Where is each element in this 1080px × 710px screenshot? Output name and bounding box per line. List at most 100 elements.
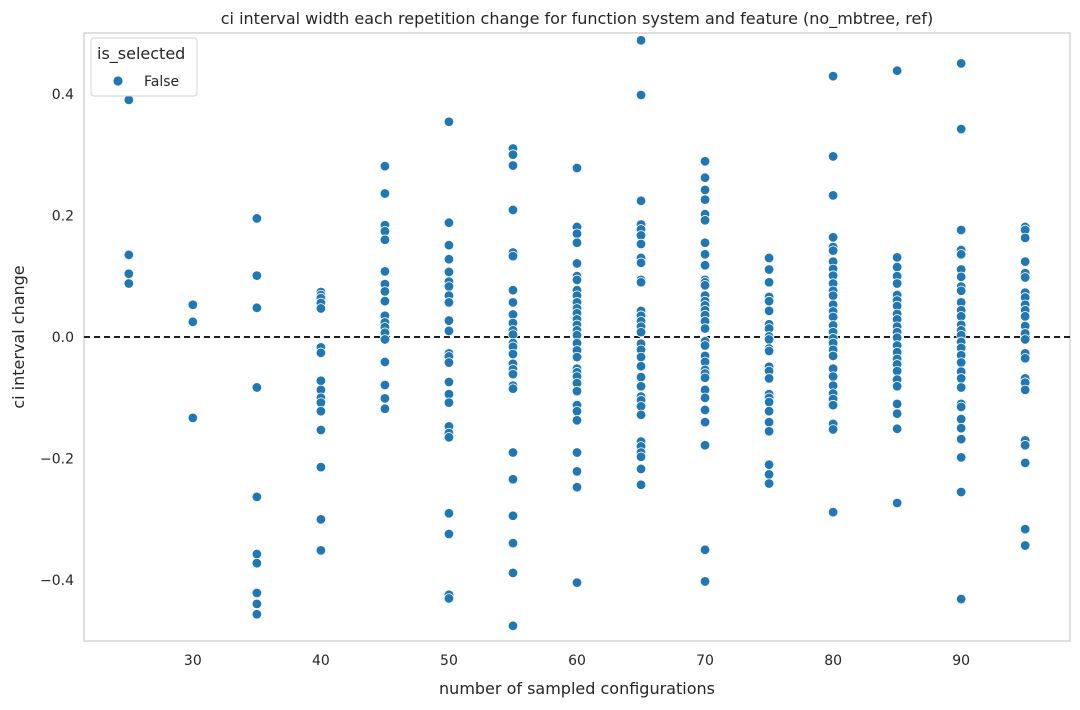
data-point (699, 237, 711, 248)
data-point (699, 392, 711, 404)
legend-label-false: False (144, 74, 179, 90)
data-point (123, 278, 135, 289)
data-point (443, 281, 455, 292)
data-point (251, 557, 263, 569)
data-point (1019, 256, 1031, 267)
data-point (699, 156, 711, 167)
data-point (699, 194, 711, 205)
data-point (1019, 353, 1031, 364)
data-point (379, 266, 391, 277)
data-point (635, 277, 647, 288)
data-point (443, 357, 455, 368)
data-point (315, 461, 327, 473)
data-point (955, 123, 967, 135)
data-point (699, 416, 711, 428)
data-point (251, 270, 263, 281)
data-point (699, 340, 711, 351)
data-point (955, 373, 967, 384)
data-point (955, 433, 967, 445)
data-point (891, 423, 903, 435)
data-point (763, 416, 775, 428)
data-point (507, 149, 519, 160)
data-point (571, 274, 583, 286)
data-point (763, 396, 775, 408)
x-tick-label: 30 (184, 653, 202, 669)
data-point (315, 545, 327, 556)
y-axis-title: ci interval change (9, 265, 28, 408)
data-point (1019, 440, 1031, 451)
data-point (635, 381, 647, 392)
data-point (827, 399, 839, 411)
x-axis-ticks: 30 40 50 60 70 80 90 (184, 653, 970, 669)
data-point (443, 593, 455, 604)
data-point (315, 405, 327, 417)
data-point (1019, 272, 1031, 283)
data-point (699, 280, 711, 291)
data-point (571, 466, 583, 477)
data-point (507, 474, 519, 485)
y-tick-label: 0.0 (52, 330, 74, 346)
y-tick-label: −0.2 (40, 452, 74, 468)
data-point (571, 162, 583, 174)
data-point (443, 397, 455, 408)
data-point (827, 70, 839, 82)
data-point (827, 245, 839, 256)
data-point (507, 368, 519, 380)
legend-title: is_selected (97, 44, 185, 64)
data-point (379, 356, 391, 368)
data-point (507, 447, 519, 458)
x-axis-title: number of sampled configurations (439, 679, 715, 698)
data-point (635, 35, 647, 46)
data-point (699, 184, 711, 196)
data-point (763, 277, 775, 288)
data-point (571, 415, 583, 426)
x-tick-label: 80 (824, 653, 842, 669)
data-point (827, 424, 839, 435)
data-point (571, 258, 583, 269)
data-point (955, 357, 967, 368)
data-point (699, 323, 711, 334)
data-point (251, 598, 263, 610)
data-point (699, 544, 711, 556)
data-point (379, 334, 391, 345)
data-point (763, 264, 775, 275)
data-point (1019, 523, 1031, 535)
y-axis-ticks: −0.4 −0.2 0.0 0.2 0.4 (40, 87, 74, 589)
data-point (507, 537, 519, 549)
data-point (571, 351, 583, 363)
data-point (827, 506, 839, 518)
data-point (379, 403, 391, 414)
data-point (315, 424, 327, 436)
data-point (251, 609, 263, 620)
data-point (891, 252, 903, 263)
data-point (123, 268, 135, 279)
data-point (251, 302, 263, 314)
data-point (315, 303, 327, 314)
data-point (955, 285, 967, 296)
data-point (699, 215, 711, 226)
data-point (251, 491, 263, 503)
data-point (443, 116, 455, 127)
data-point (699, 372, 711, 383)
data-point (891, 278, 903, 289)
data-point (443, 432, 455, 443)
data-point (379, 234, 391, 245)
data-point (827, 371, 839, 382)
data-point (635, 360, 647, 372)
data-point (955, 401, 967, 413)
data-point (123, 94, 135, 106)
data-point (955, 413, 967, 425)
data-point (763, 426, 775, 437)
chart-title: ci interval width each repetition change… (221, 9, 933, 29)
data-point (763, 345, 775, 357)
data-point (763, 373, 775, 384)
data-point (507, 160, 519, 171)
data-point (571, 577, 583, 588)
data-point (763, 469, 775, 480)
y-tick-label: 0.4 (52, 87, 74, 103)
data-point (955, 271, 967, 283)
legend-marker (112, 75, 124, 87)
data-point (635, 89, 647, 101)
data-point (1019, 540, 1031, 551)
